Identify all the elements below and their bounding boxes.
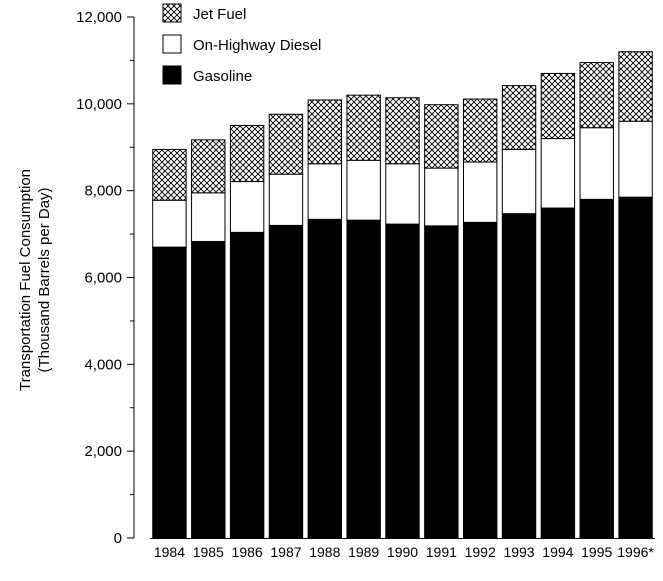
x-tick-label: 1985 [193,544,224,560]
x-tick-label: 1986 [232,544,263,560]
legend-label: On-Highway Diesel [193,37,321,54]
bar-segment-on-highway-diesel [385,163,420,225]
bar-segment-gasoline [307,218,343,539]
bar-segment-jet-fuel [579,62,614,129]
bar-segment-gasoline [618,196,653,539]
y-tick-label: 10,000 [76,96,122,113]
x-axis: 1984 1985 1986 1987 1988 1989 1990 1991 1992 1993… [150,538,655,560]
bar-segment-jet-fuel [618,51,653,122]
bar-segment-on-highway-diesel [152,199,187,248]
bar-segment-gasoline [229,231,265,539]
bar-segment-gasoline [385,223,420,539]
x-tick-label: 1992 [465,544,496,560]
legend: Jet Fuel On-Highway Diesel Gasoline [162,3,321,85]
bar-segment-jet-fuel [152,148,187,201]
bar-segment-on-highway-diesel [579,127,614,200]
bar-segment-jet-fuel [540,72,576,140]
bar-segment-on-highway-diesel [268,173,304,226]
bar-segment-on-highway-diesel [462,161,498,223]
bar-segment-gasoline [540,207,576,539]
y-tick-label: 8,000 [84,183,122,200]
bar-segment-jet-fuel [424,104,459,169]
y-axis: 0 2,000 4,000 6,000 8,000 10,000 12,000 [76,9,135,547]
bar-segment-jet-fuel [229,125,265,183]
bar-segment-on-highway-diesel [191,192,226,242]
x-tick-label: 1994 [542,544,573,560]
bar-segment-gasoline [424,225,459,539]
bar-segment-on-highway-diesel [346,159,381,221]
legend-swatch [162,65,182,85]
legend-label: Jet Fuel [193,6,246,23]
bar-segment-jet-fuel [307,99,343,165]
y-tick-label: 0 [114,530,122,547]
bar-segment-on-highway-diesel [229,181,265,233]
bar-segment-on-highway-diesel [424,167,459,227]
y-tick-label: 6,000 [84,270,122,287]
bar-segment-gasoline [152,246,187,539]
bar-segment-jet-fuel [346,94,381,161]
bar-segment-on-highway-diesel [307,163,343,220]
x-tick-label: 1995 [581,544,612,560]
y-tick-label: 12,000 [76,9,122,26]
bar-segment-jet-fuel [385,97,420,165]
legend-label: Gasoline [193,68,252,85]
y-axis-title: Transportation Fuel Consumption (Thousan… [17,169,53,391]
bar-segment-jet-fuel [462,98,498,163]
bar-segment-jet-fuel [191,139,226,194]
x-tick-label: 1988 [309,544,340,560]
bar-segment-on-highway-diesel [501,148,537,215]
legend-swatch [162,34,182,54]
x-tick-label: 1990 [387,544,418,560]
legend-swatch [162,3,182,23]
y-tick-label: 2,000 [84,443,122,460]
bar-segment-jet-fuel [501,85,537,150]
bar-segment-gasoline [462,221,498,539]
bars [152,51,653,539]
bar-segment-gasoline [191,240,226,539]
x-tick-label: 1996* [617,544,654,560]
y-axis-title-line2: (Thousand Barrels per Day) [36,187,53,372]
bar-segment-on-highway-diesel [540,138,576,209]
bar-segment-gasoline [346,219,381,539]
bar-segment-jet-fuel [268,113,304,175]
x-tick-label: 1984 [154,544,185,560]
y-axis-title-line1: Transportation Fuel Consumption [17,169,34,391]
bar-segment-gasoline [579,198,614,539]
x-tick-label: 1993 [503,544,534,560]
bar-segment-on-highway-diesel [618,120,653,198]
x-tick-label: 1989 [348,544,379,560]
bar-segment-gasoline [501,213,537,539]
y-tick-label: 4,000 [84,356,122,373]
x-tick-label: 1991 [426,544,457,560]
bar-segment-gasoline [268,224,304,539]
x-tick-label: 1987 [270,544,301,560]
